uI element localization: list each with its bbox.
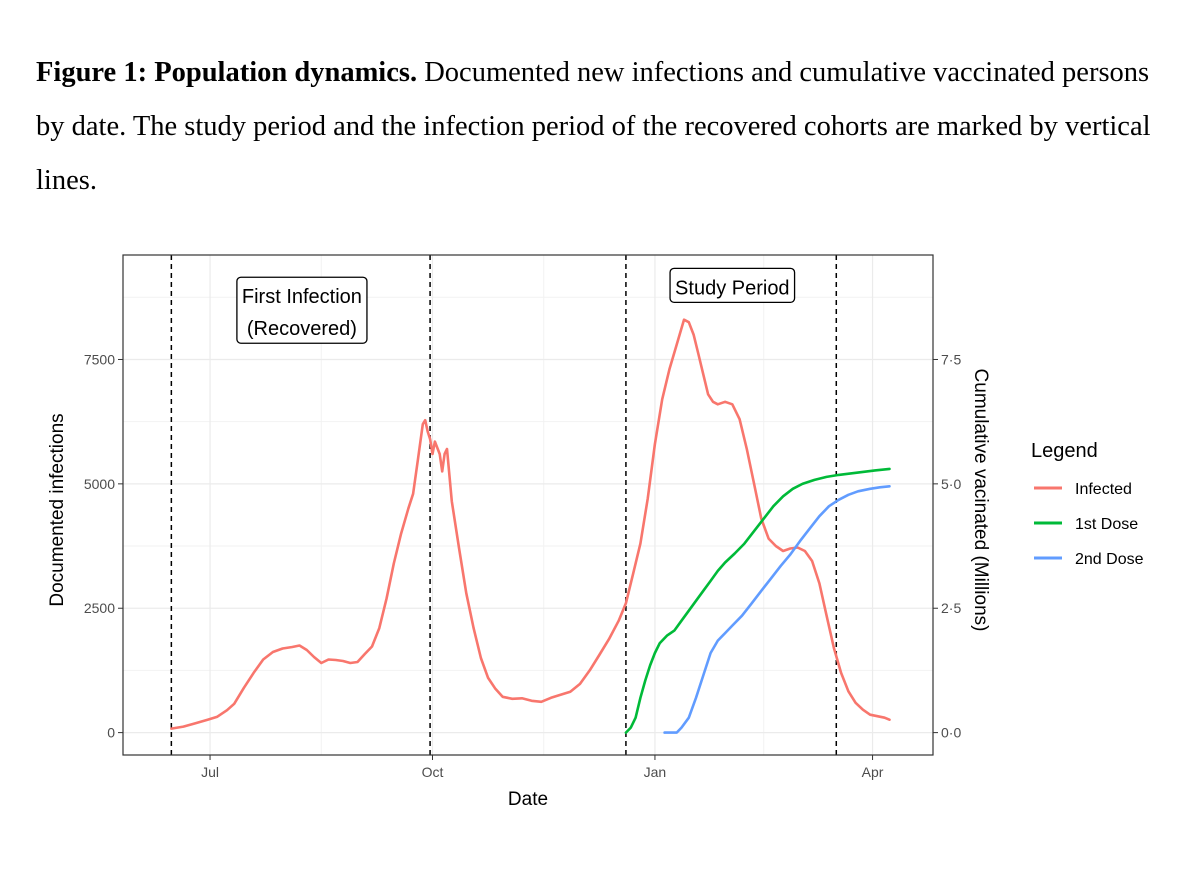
series-line-1st-dose: [624, 467, 891, 734]
legend-label: 1st Dose: [1075, 516, 1138, 533]
y-axis-title: Documented infections: [47, 413, 68, 606]
x-tick-label: Jul: [201, 764, 219, 780]
series-line-infected: [170, 318, 891, 730]
figure-caption-label: Figure 1: Population dynamics.: [36, 57, 418, 88]
y-tick-label: 7500: [84, 351, 115, 367]
annotations: First Infection (Recovered) Study Period: [236, 267, 796, 344]
y2-tick-label: 2·5: [941, 600, 961, 616]
annotation-label: Study Period: [669, 267, 796, 303]
annotation-box: [236, 276, 368, 344]
y2-axis-title: Cumulative vacinated (Millions): [970, 369, 991, 632]
annotation-text: (Recovered): [247, 318, 357, 340]
annotation-text: Study Period: [675, 277, 790, 299]
series-line-2nd-dose: [663, 485, 891, 734]
legend-label: Infected: [1075, 481, 1132, 498]
panel-border: [122, 254, 934, 756]
annotation-label: First Infection (Recovered): [236, 276, 368, 344]
data-series: [170, 318, 891, 734]
annotation-text: First Infection: [242, 286, 362, 308]
x-axis-title: Date: [508, 789, 548, 810]
legend: Legend Infected 1st Dose 2nd Dose: [1031, 440, 1144, 568]
legend-label: 2nd Dose: [1075, 551, 1144, 568]
y-tick-label: 0: [107, 725, 115, 741]
period-vertical-lines: [170, 255, 838, 755]
figure-caption: Figure 1: Population dynamics. Documente…: [36, 46, 1166, 208]
y2-tick-label: 7·5: [941, 351, 961, 367]
y2-tick-label: 0·0: [941, 725, 961, 741]
population-dynamics-chart: First Infection (Recovered) Study Period 0…: [47, 254, 1144, 810]
legend-title: Legend: [1031, 440, 1098, 462]
axes: 0 2500 5000 7500 0·0 2·5 5·0 7·5 Jul Oct Jan Apr: [84, 351, 962, 780]
x-tick-label: Oct: [422, 764, 444, 780]
annotation-box: [669, 267, 796, 303]
y-tick-label: 2500: [84, 600, 115, 616]
y2-tick-label: 5·0: [941, 476, 961, 492]
figure-caption-text: Documented new infections and cumulative…: [36, 57, 1151, 196]
major-gridlines: [123, 255, 933, 755]
y-tick-label: 5000: [84, 476, 115, 492]
x-tick-label: Jan: [644, 764, 667, 780]
x-tick-label: Apr: [862, 764, 884, 780]
